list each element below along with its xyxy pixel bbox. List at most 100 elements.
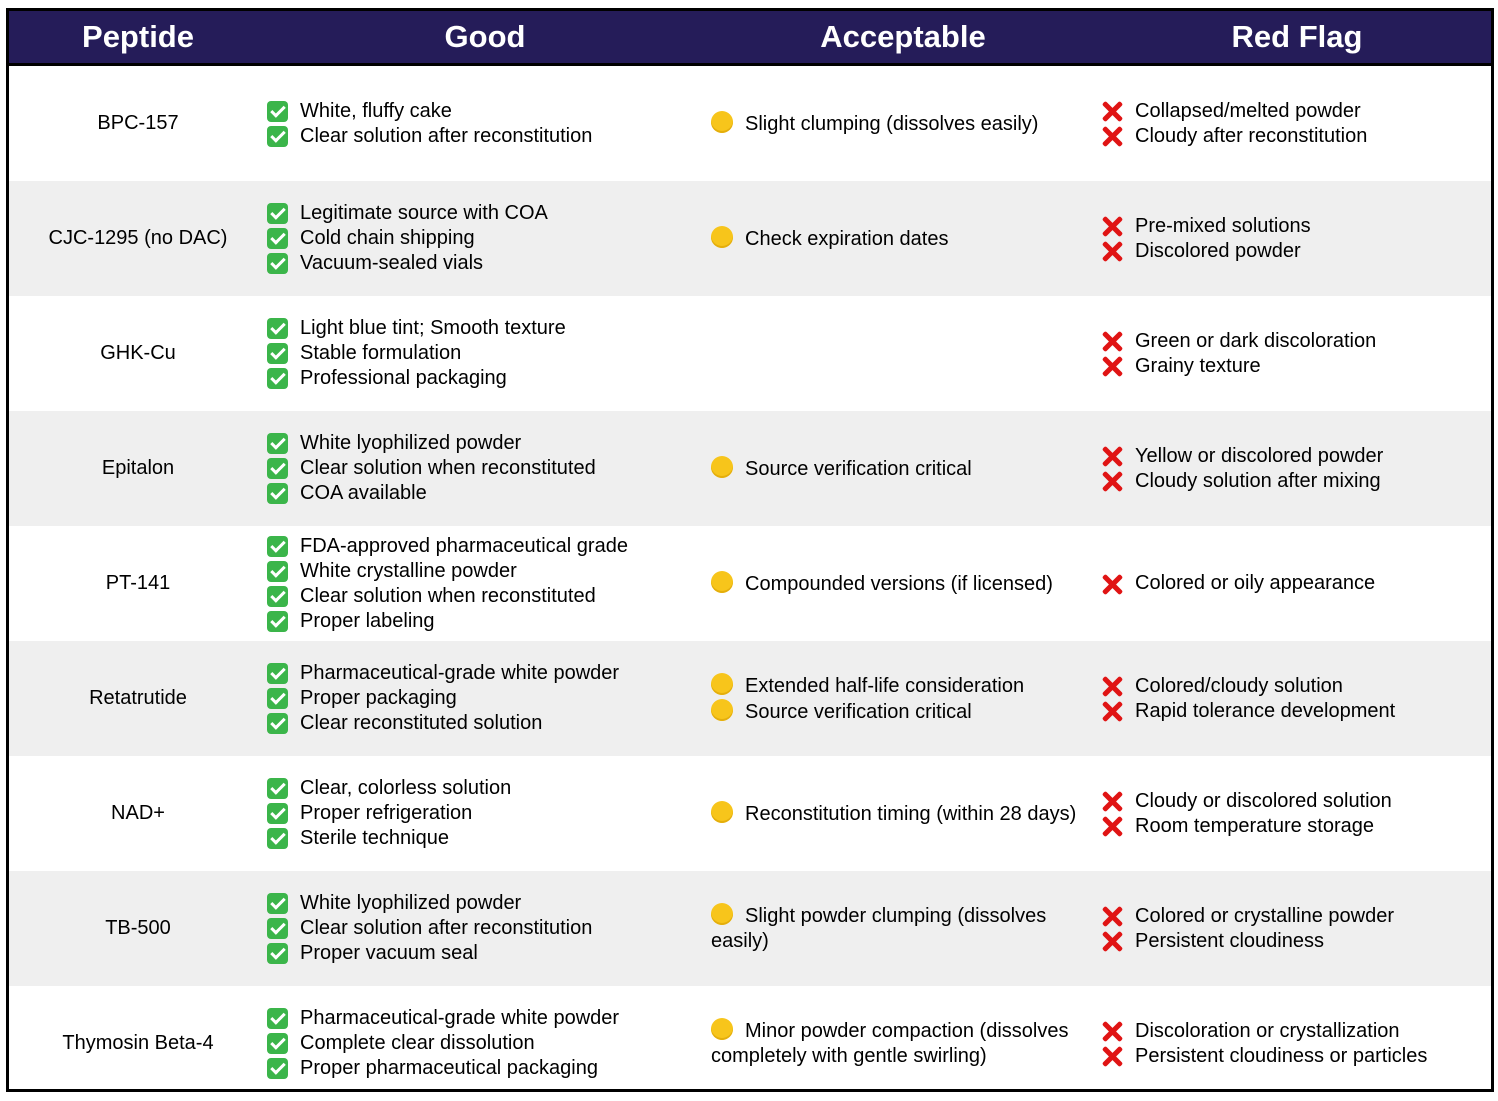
check-mark-icon bbox=[267, 253, 288, 274]
table-row: Thymosin Beta-4 Pharmaceutical-grade whit… bbox=[9, 986, 1491, 1101]
good-list: Legitimate source with COA Cold chain shi… bbox=[267, 201, 548, 276]
acceptable-list: Extended half-life consideration Source v… bbox=[711, 672, 1024, 725]
peptide-name: CJC-1295 (no DAC) bbox=[48, 227, 228, 249]
good-cell: Light blue tint; Smooth texture Stable fo… bbox=[267, 296, 709, 411]
red-x-icon bbox=[1101, 905, 1123, 927]
check-mark-icon bbox=[267, 125, 288, 147]
item-text: Vacuum-sealed vials bbox=[300, 252, 484, 274]
list-item: Minor powder compaction (dissolves compl… bbox=[711, 1018, 1099, 1069]
check-mark-icon bbox=[267, 803, 288, 824]
item-text: Discolored powder bbox=[1135, 239, 1301, 262]
red-flag-list: Cloudy or discolored solution Room temper… bbox=[1101, 789, 1392, 839]
check-mark-icon bbox=[267, 228, 288, 249]
list-item: Extended half-life consideration bbox=[711, 672, 1024, 699]
item-text: Rapid tolerance development bbox=[1135, 699, 1396, 722]
red-flag-list: Yellow or discolored powder Cloudy soluti… bbox=[1101, 444, 1383, 494]
red-flag-list: Discoloration or crystallization Persiste… bbox=[1101, 1019, 1427, 1069]
list-item: COA available bbox=[267, 481, 596, 506]
list-item: Reconstitution timing (within 28 days) bbox=[711, 800, 1076, 827]
check-mark-icon bbox=[267, 778, 288, 799]
item-text: Pre-mixed solutions bbox=[1135, 214, 1311, 237]
item-text: Proper labeling bbox=[300, 609, 435, 632]
item-text: Colored/cloudy solution bbox=[1135, 674, 1343, 697]
acceptable-cell: Reconstitution timing (within 28 days) bbox=[709, 756, 1099, 871]
item-text: Proper packaging bbox=[300, 687, 457, 709]
comparison-table: Peptide Good Acceptable Red Flag BPC-157… bbox=[6, 8, 1494, 1092]
list-item: White lyophilized powder bbox=[267, 891, 592, 916]
list-item: Discoloration or crystallization bbox=[1101, 1019, 1427, 1044]
yellow-circle-icon bbox=[711, 225, 733, 248]
good-list: White lyophilized powder Clear solution a… bbox=[267, 891, 592, 966]
red-flag-cell: Colored or crystalline powder Persistent … bbox=[1099, 871, 1491, 986]
list-item: Proper vacuum seal bbox=[267, 941, 592, 966]
yellow-circle-icon bbox=[711, 800, 733, 823]
item-text: Discoloration or crystallization bbox=[1135, 1019, 1400, 1042]
item-text: Room temperature storage bbox=[1135, 814, 1375, 837]
red-x-icon bbox=[1101, 1045, 1123, 1067]
table-row: GHK-Cu Light blue tint; Smooth texture Sta… bbox=[9, 296, 1491, 411]
red-x-icon bbox=[1101, 125, 1123, 147]
item-text: Persistent cloudiness or particles bbox=[1135, 1044, 1428, 1067]
check-mark-icon bbox=[267, 458, 288, 479]
acceptable-cell: Slight clumping (dissolves easily) bbox=[709, 66, 1099, 181]
peptide-name: BPC-157 bbox=[97, 112, 179, 134]
item-text: Proper vacuum seal bbox=[300, 942, 478, 964]
red-x-icon bbox=[1101, 215, 1123, 237]
red-x-icon bbox=[1101, 790, 1123, 812]
list-item: Cloudy solution after mixing bbox=[1101, 469, 1383, 494]
check-mark-icon bbox=[267, 828, 288, 849]
red-flag-list: Green or dark discoloration Grainy textur… bbox=[1101, 329, 1376, 379]
item-text: Cloudy solution after mixing bbox=[1135, 469, 1381, 492]
list-item: Stable formulation bbox=[267, 341, 566, 366]
list-item: Legitimate source with COA bbox=[267, 201, 548, 226]
list-item: Slight clumping (dissolves easily) bbox=[711, 110, 1038, 137]
header-red-flag: Red Flag bbox=[1231, 19, 1363, 54]
red-flag-cell: Discoloration or crystallization Persiste… bbox=[1099, 986, 1491, 1101]
list-item: Persistent cloudiness bbox=[1101, 929, 1394, 954]
red-flag-cell: Colored or oily appearance bbox=[1099, 526, 1491, 641]
red-flag-cell: Collapsed/melted powder Cloudy after reco… bbox=[1099, 66, 1491, 181]
item-text: Minor powder compaction (dissolves compl… bbox=[711, 1020, 1069, 1067]
acceptable-cell: Minor powder compaction (dissolves compl… bbox=[709, 986, 1099, 1101]
list-item: Collapsed/melted powder bbox=[1101, 99, 1367, 124]
acceptable-list: Source verification critical bbox=[711, 455, 972, 482]
check-mark-icon bbox=[267, 585, 288, 607]
peptide-name: GHK-Cu bbox=[100, 342, 176, 364]
list-item: Proper pharmaceutical packaging bbox=[267, 1056, 619, 1081]
check-mark-icon bbox=[267, 610, 288, 632]
list-item: Yellow or discolored powder bbox=[1101, 444, 1383, 469]
list-item: Light blue tint; Smooth texture bbox=[267, 316, 566, 341]
good-list: Clear, colorless solution Proper refriger… bbox=[267, 776, 511, 851]
peptide-name: PT-141 bbox=[105, 572, 171, 594]
item-text: White crystalline powder bbox=[300, 559, 517, 582]
acceptable-list: Minor powder compaction (dissolves compl… bbox=[711, 1018, 1099, 1069]
check-mark-icon bbox=[267, 100, 288, 122]
red-flag-cell: Colored/cloudy solution Rapid tolerance d… bbox=[1099, 641, 1491, 756]
list-item: Cold chain shipping bbox=[267, 226, 548, 251]
yellow-circle-icon bbox=[711, 110, 733, 133]
list-item: Clear solution after reconstitution bbox=[267, 916, 592, 941]
item-text: Sterile technique bbox=[300, 827, 449, 849]
check-mark-icon bbox=[267, 318, 288, 339]
good-cell: Legitimate source with COA Cold chain shi… bbox=[267, 181, 709, 296]
check-mark-icon bbox=[267, 663, 288, 684]
item-text: Clear reconstituted solution bbox=[300, 712, 543, 734]
list-item: Clear solution after reconstitution bbox=[267, 124, 592, 149]
check-mark-icon bbox=[267, 203, 288, 224]
header-acceptable: Acceptable bbox=[820, 19, 986, 54]
acceptable-cell: Source verification critical bbox=[709, 411, 1099, 526]
check-mark-icon bbox=[267, 483, 288, 504]
good-list: White, fluffy cake Clear solution after r… bbox=[267, 99, 592, 149]
red-flag-cell: Pre-mixed solutions Discolored powder bbox=[1099, 181, 1491, 296]
list-item: White, fluffy cake bbox=[267, 99, 592, 124]
list-item: Persistent cloudiness or particles bbox=[1101, 1044, 1427, 1069]
list-item: Pre-mixed solutions bbox=[1101, 214, 1311, 239]
acceptable-list: Slight clumping (dissolves easily) bbox=[711, 110, 1038, 137]
item-text: Slight powder clumping (dissolves easily… bbox=[711, 905, 1047, 952]
good-cell: White, fluffy cake Clear solution after r… bbox=[267, 66, 709, 181]
check-mark-icon bbox=[267, 368, 288, 389]
item-text: COA available bbox=[300, 482, 427, 504]
yellow-circle-icon bbox=[711, 672, 733, 695]
list-item: Proper labeling bbox=[267, 609, 628, 634]
item-text: Compounded versions (if licensed) bbox=[745, 572, 1053, 595]
